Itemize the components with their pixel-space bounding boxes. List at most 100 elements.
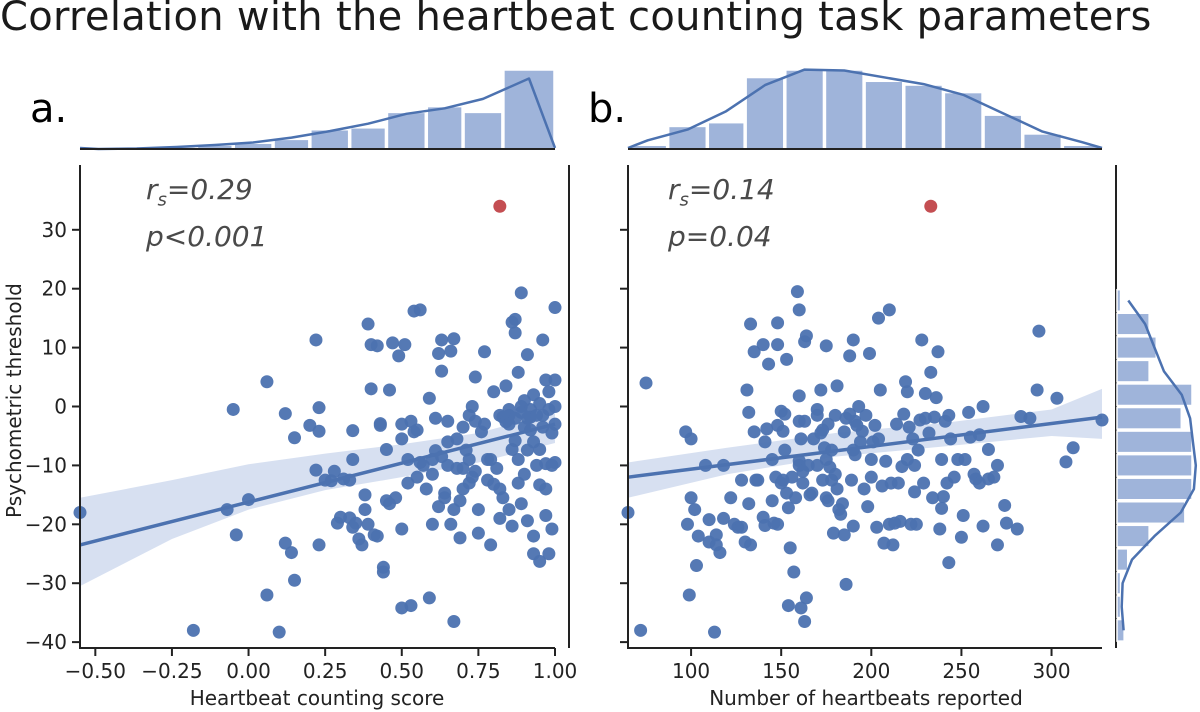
data-point [508,326,522,340]
data-point [787,565,801,579]
data-point [539,482,553,496]
histogram-bar-right [1116,595,1122,619]
outlier-point [493,199,507,213]
data-point [740,383,754,397]
stat-r-subscript-a: s [157,189,167,211]
data-point [288,431,302,445]
data-point [444,344,458,358]
data-point [926,491,940,505]
data-point [312,538,326,552]
data-point [976,400,990,413]
y-tick-label: 10 [42,336,67,360]
histogram-bar-right [1116,430,1193,454]
data-point [857,482,871,496]
data-point [389,491,403,505]
data-point [947,470,961,484]
data-point [861,500,875,514]
data-point [924,365,938,379]
data-point [413,303,427,317]
data-point [548,301,562,315]
data-point [785,470,799,484]
data-point [428,411,442,425]
data-point [783,541,797,555]
data-point [186,623,200,637]
data-point [735,473,749,487]
data-point [422,391,436,405]
data-point [771,338,785,352]
data-point [855,424,869,438]
data-point [830,482,844,496]
data-point [954,530,968,544]
data-point [872,432,886,446]
data-point [902,420,916,434]
data-point [863,346,877,360]
data-point [278,407,292,421]
data-point [1010,522,1024,536]
x-tick-label: 0.00 [226,659,271,683]
data-point [717,511,731,525]
data-point [395,522,409,536]
data-point [229,528,243,542]
data-point [478,417,492,431]
data-point [468,464,482,478]
data-point [890,417,904,431]
histogram-bar-right [1116,524,1150,548]
data-point [846,519,860,533]
y-tick-label: −20 [25,512,67,536]
data-point [839,577,853,591]
data-point [684,432,698,446]
data-point [493,511,507,525]
y-tick-label: 0 [54,395,67,419]
data-point [799,329,813,343]
data-point [453,531,467,545]
data-point [682,588,696,602]
data-point [814,383,828,397]
panel-label-a: a. [30,86,68,132]
data-point [798,614,812,628]
data-point [288,573,302,587]
x-tick-label: 1.00 [533,659,578,683]
data-point [879,454,893,468]
data-point [680,517,694,531]
data-point [821,494,835,508]
data-point [490,461,504,475]
data-point [990,538,1004,552]
data-point [465,400,479,413]
data-point [684,491,698,505]
y-tick-label: 30 [42,218,67,242]
data-point [539,508,553,522]
histogram-bar-right [1116,383,1193,407]
histogram-bar [426,105,463,150]
data-point [312,401,326,415]
data-point [533,442,547,456]
data-point [383,383,397,397]
data-point [998,498,1012,512]
data-point [260,375,274,389]
data-point [792,303,806,317]
data-point [527,529,541,543]
data-point [471,503,485,517]
data-point [844,473,858,487]
data-point [852,400,866,413]
data-point [401,476,415,490]
data-point [370,339,384,353]
data-point [447,332,461,346]
data-point [810,408,824,422]
data-point [379,442,393,456]
data-point [496,491,510,505]
data-point [303,418,317,432]
density-curve-right [1120,299,1198,631]
data-point [453,494,467,508]
data-point [798,414,812,428]
histogram-bar [463,111,503,150]
data-point [834,507,848,521]
data-point [1050,391,1064,405]
data-point [508,312,522,326]
data-point [735,520,749,534]
histogram-bar-right [1116,548,1129,572]
data-point [447,614,461,628]
data-point [398,338,412,352]
data-point [758,435,772,449]
data-point [828,467,842,481]
